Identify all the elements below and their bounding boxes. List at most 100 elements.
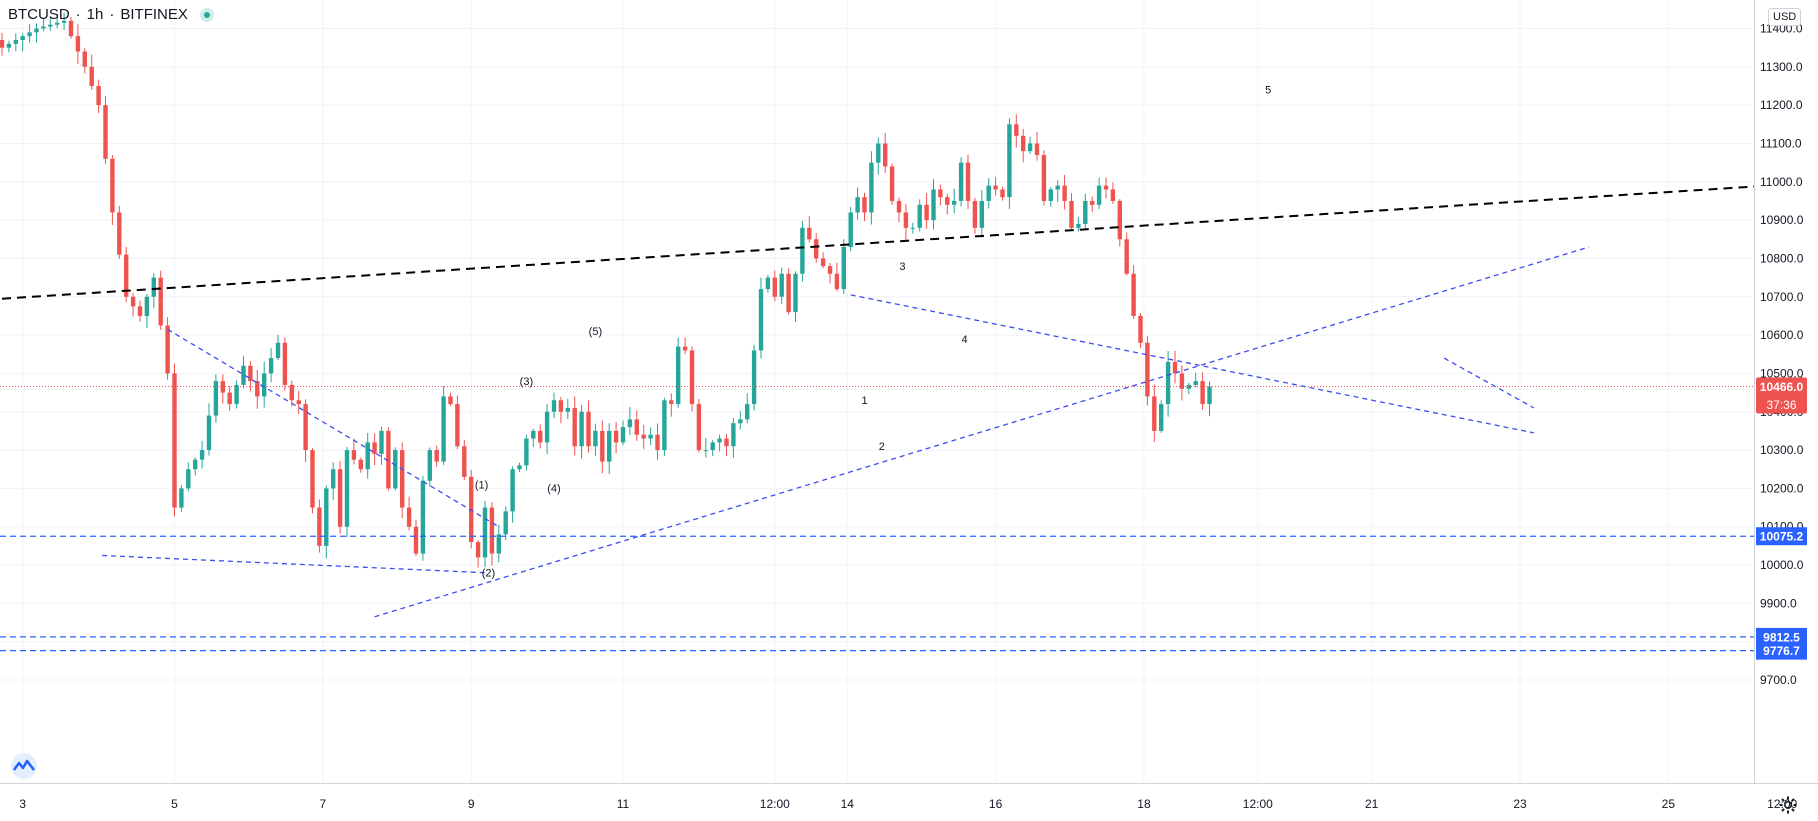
blue-trendline[interactable] [102, 554, 486, 574]
candle-body [876, 143, 881, 163]
candle-body [117, 212, 122, 255]
candle-body [855, 197, 860, 213]
time-tick-label: 12:00 [1243, 797, 1273, 811]
candle-body [1083, 200, 1088, 224]
candle-body [234, 384, 239, 405]
price-tick-label: 11100.0 [1760, 136, 1802, 150]
price-line-tag[interactable] [1756, 527, 1807, 546]
time-tick-label: 23 [1513, 797, 1527, 811]
price-tick-label: 10000.0 [1760, 558, 1804, 572]
wave-label: (3) [520, 376, 533, 388]
time-tick-label: 21 [1365, 797, 1379, 811]
candle-body [165, 325, 170, 374]
candle-body [365, 442, 370, 470]
candle-body [724, 438, 729, 447]
candle-body [745, 404, 750, 420]
candle-body [800, 227, 805, 274]
candle-body [751, 350, 757, 405]
time-tick-label: 7 [320, 797, 327, 811]
candle-body [1152, 396, 1157, 431]
candle-body [6, 43, 12, 48]
candle-body [1207, 386, 1212, 405]
candle-body [462, 446, 467, 477]
candle-body [103, 105, 108, 159]
candle-body [372, 442, 377, 454]
candle-body [814, 239, 819, 259]
candle-body [434, 450, 439, 462]
candle-body [1090, 200, 1095, 205]
candle-body [1165, 361, 1171, 405]
candle-body [386, 430, 391, 489]
blue-trendline[interactable] [850, 294, 1534, 434]
wave-label: 5 [1265, 85, 1271, 97]
time-tick-label: 5 [171, 797, 178, 811]
current-price-tag[interactable] [1756, 377, 1807, 414]
candle-body [469, 476, 474, 543]
candle-body [703, 450, 708, 452]
candle-body [627, 419, 633, 428]
candle-body [358, 459, 363, 470]
blue-trendline[interactable] [374, 246, 1590, 618]
blue-trendline[interactable] [167, 328, 500, 528]
candle-body [613, 430, 619, 443]
candle-body [931, 189, 936, 221]
candles [0, 12, 1212, 568]
candle-body [841, 246, 846, 290]
candle-body [655, 434, 660, 451]
candle-body [986, 185, 991, 201]
price-line-tag[interactable] [1756, 641, 1807, 660]
candle-body [1117, 200, 1122, 240]
candle-body [696, 404, 702, 451]
symbol-legend[interactable]: BTCUSD · 1h · BITFINEX [8, 6, 214, 23]
candle-body [1014, 124, 1019, 136]
candle-body [89, 66, 94, 86]
candle-body [324, 488, 329, 546]
candle-body [531, 430, 536, 439]
candle-body [641, 434, 646, 439]
price-line-tag[interactable] [1756, 627, 1807, 646]
candle-body [1021, 135, 1026, 152]
settings-gear-icon[interactable] [1778, 795, 1798, 815]
price-tick-label: 10900.0 [1760, 213, 1804, 227]
candle-body [448, 396, 453, 405]
candle-body [75, 36, 81, 52]
candle-body [289, 384, 294, 401]
candle-body [738, 419, 743, 424]
candle-body [972, 200, 978, 228]
currency-button[interactable]: USD [1768, 8, 1802, 26]
candle-body [682, 346, 688, 351]
candle-body [689, 350, 695, 405]
candle-body [544, 411, 550, 443]
price-tick-label: 10300.0 [1760, 443, 1804, 457]
candle-body [241, 365, 246, 385]
time-tick-label: 16 [989, 797, 1003, 811]
candle-body [510, 469, 515, 512]
candle-body [1069, 200, 1074, 228]
candle-body [296, 400, 301, 405]
candle-body [337, 469, 343, 527]
candle-body [1096, 185, 1102, 205]
candle-body [20, 36, 25, 40]
blue-trendline[interactable] [1443, 357, 1535, 409]
tradingview-logo-icon[interactable] [8, 752, 40, 780]
candle-body [317, 507, 322, 546]
drawings[interactable] [0, 180, 1818, 652]
candle-body [717, 438, 722, 443]
candle-body [551, 400, 557, 412]
candle-body [765, 277, 771, 290]
interval: 1h [86, 6, 104, 23]
candle-body [503, 511, 508, 535]
candle-body [1193, 381, 1198, 385]
candle-body [144, 296, 150, 316]
candle-body [489, 507, 495, 554]
candle-body [1076, 223, 1081, 228]
market-status-icon[interactable] [199, 7, 214, 22]
separator: · [75, 6, 81, 23]
candle-body [924, 204, 929, 221]
black-trendline[interactable] [1, 180, 1818, 300]
candle-body [248, 365, 253, 382]
candle-body [172, 373, 177, 508]
wave-label: (4) [547, 483, 560, 495]
